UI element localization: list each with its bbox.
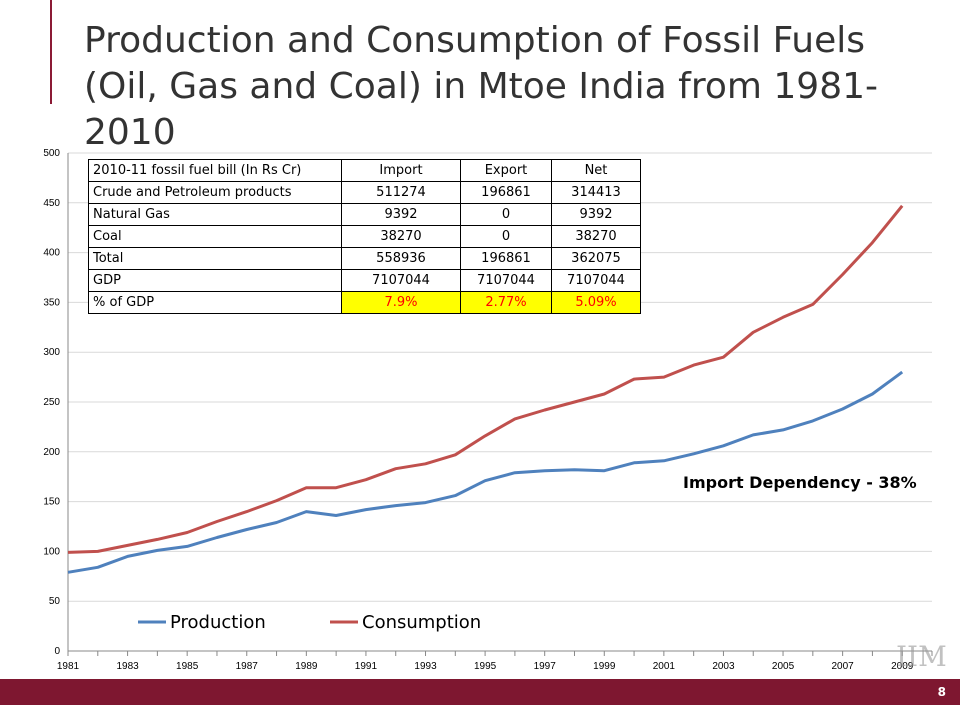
table-cell: GDP [88, 269, 342, 292]
table-cell: 0 [460, 225, 552, 248]
table-cell: 196861 [460, 247, 552, 270]
x-tick-label: 2009 [891, 661, 914, 672]
table-cell: 196861 [460, 181, 552, 204]
x-tick-label: 1991 [355, 661, 378, 672]
table-cell-highlight: 5.09% [551, 291, 641, 314]
table-cell: 9392 [341, 203, 461, 226]
x-tick-label: 1987 [236, 661, 259, 672]
table-header-row: 2010-11 fossil fuel bill (In Rs Cr) Impo… [88, 159, 641, 182]
table-header-cell: Import [341, 159, 461, 182]
table-cell: 38270 [341, 225, 461, 248]
legend-label-production: Production [170, 612, 266, 633]
table-cell: 9392 [551, 203, 641, 226]
import-dependency-annotation: Import Dependency - 38% [683, 473, 917, 492]
table-cell: Coal [88, 225, 342, 248]
table-cell: Crude and Petroleum products [88, 181, 342, 204]
table-cell: 558936 [341, 247, 461, 270]
x-tick-label: 1981 [57, 661, 80, 672]
table-row: Coal 38270 0 38270 [88, 225, 641, 248]
production-line [67, 370, 904, 574]
table-header-cell: Export [460, 159, 552, 182]
table-row: Total 558936 196861 362075 [88, 247, 641, 270]
table-cell: 38270 [551, 225, 641, 248]
x-tick-label: 1985 [176, 661, 199, 672]
table-cell: 7107044 [551, 269, 641, 292]
table-header-cell: 2010-11 fossil fuel bill (In Rs Cr) [88, 159, 342, 182]
institute-logo: IIM [896, 640, 947, 673]
table-cell: 7107044 [341, 269, 461, 292]
table-cell: 362075 [551, 247, 641, 270]
legend-label-consumption: Consumption [362, 612, 481, 633]
x-tick-label: 2005 [772, 661, 795, 672]
y-tick-label: 500 [43, 148, 60, 159]
table-header-cell: Net [551, 159, 641, 182]
x-tick-label: 2001 [653, 661, 676, 672]
y-tick-label: 300 [43, 347, 60, 358]
table-cell: Natural Gas [88, 203, 342, 226]
x-tick-label: 1999 [593, 661, 616, 672]
fossil-fuel-bill-table: 2010-11 fossil fuel bill (In Rs Cr) Impo… [88, 159, 641, 314]
table-cell: 314413 [551, 181, 641, 204]
table-row: GDP 7107044 7107044 7107044 [88, 269, 641, 292]
table-row: % of GDP 7.9% 2.77% 5.09% [88, 291, 641, 314]
page-number: 8 [937, 685, 946, 699]
consumption-line [67, 204, 904, 554]
x-tick-label: 2007 [831, 661, 854, 672]
table-cell: 511274 [341, 181, 461, 204]
table-cell: 7107044 [460, 269, 552, 292]
x-tick-label: 2003 [712, 661, 735, 672]
y-tick-label: 450 [43, 198, 60, 209]
y-tick-label: 400 [43, 248, 60, 259]
y-tick-label: 100 [43, 546, 60, 557]
table-cell-highlight: 2.77% [460, 291, 552, 314]
table-cell: % of GDP [88, 291, 342, 314]
table-cell-highlight: 7.9% [341, 291, 461, 314]
x-tick-label: 1997 [534, 661, 557, 672]
x-tick-label: 1993 [414, 661, 437, 672]
footer-bar: 8 [0, 679, 960, 705]
x-tick-label: 1995 [474, 661, 497, 672]
accent-bar [50, 0, 52, 104]
x-tick-label: 1983 [116, 661, 139, 672]
y-tick-label: 50 [49, 596, 61, 607]
table-cell: 0 [460, 203, 552, 226]
y-tick-label: 250 [43, 397, 60, 408]
y-tick-label: 150 [43, 497, 60, 508]
x-tick-label: 1989 [295, 661, 318, 672]
page-title: Production and Consumption of Fossil Fue… [84, 20, 878, 153]
y-tick-label: 200 [43, 447, 60, 458]
table-cell: Total [88, 247, 342, 270]
y-tick-label: 350 [43, 297, 60, 308]
table-row: Crude and Petroleum products 511274 1968… [88, 181, 641, 204]
table-row: Natural Gas 9392 0 9392 [88, 203, 641, 226]
y-tick-label: 0 [54, 646, 60, 657]
line-chart: 0 50 100 150 200 250 300 350 400 450 500 1981 1983 1… [43, 148, 933, 672]
